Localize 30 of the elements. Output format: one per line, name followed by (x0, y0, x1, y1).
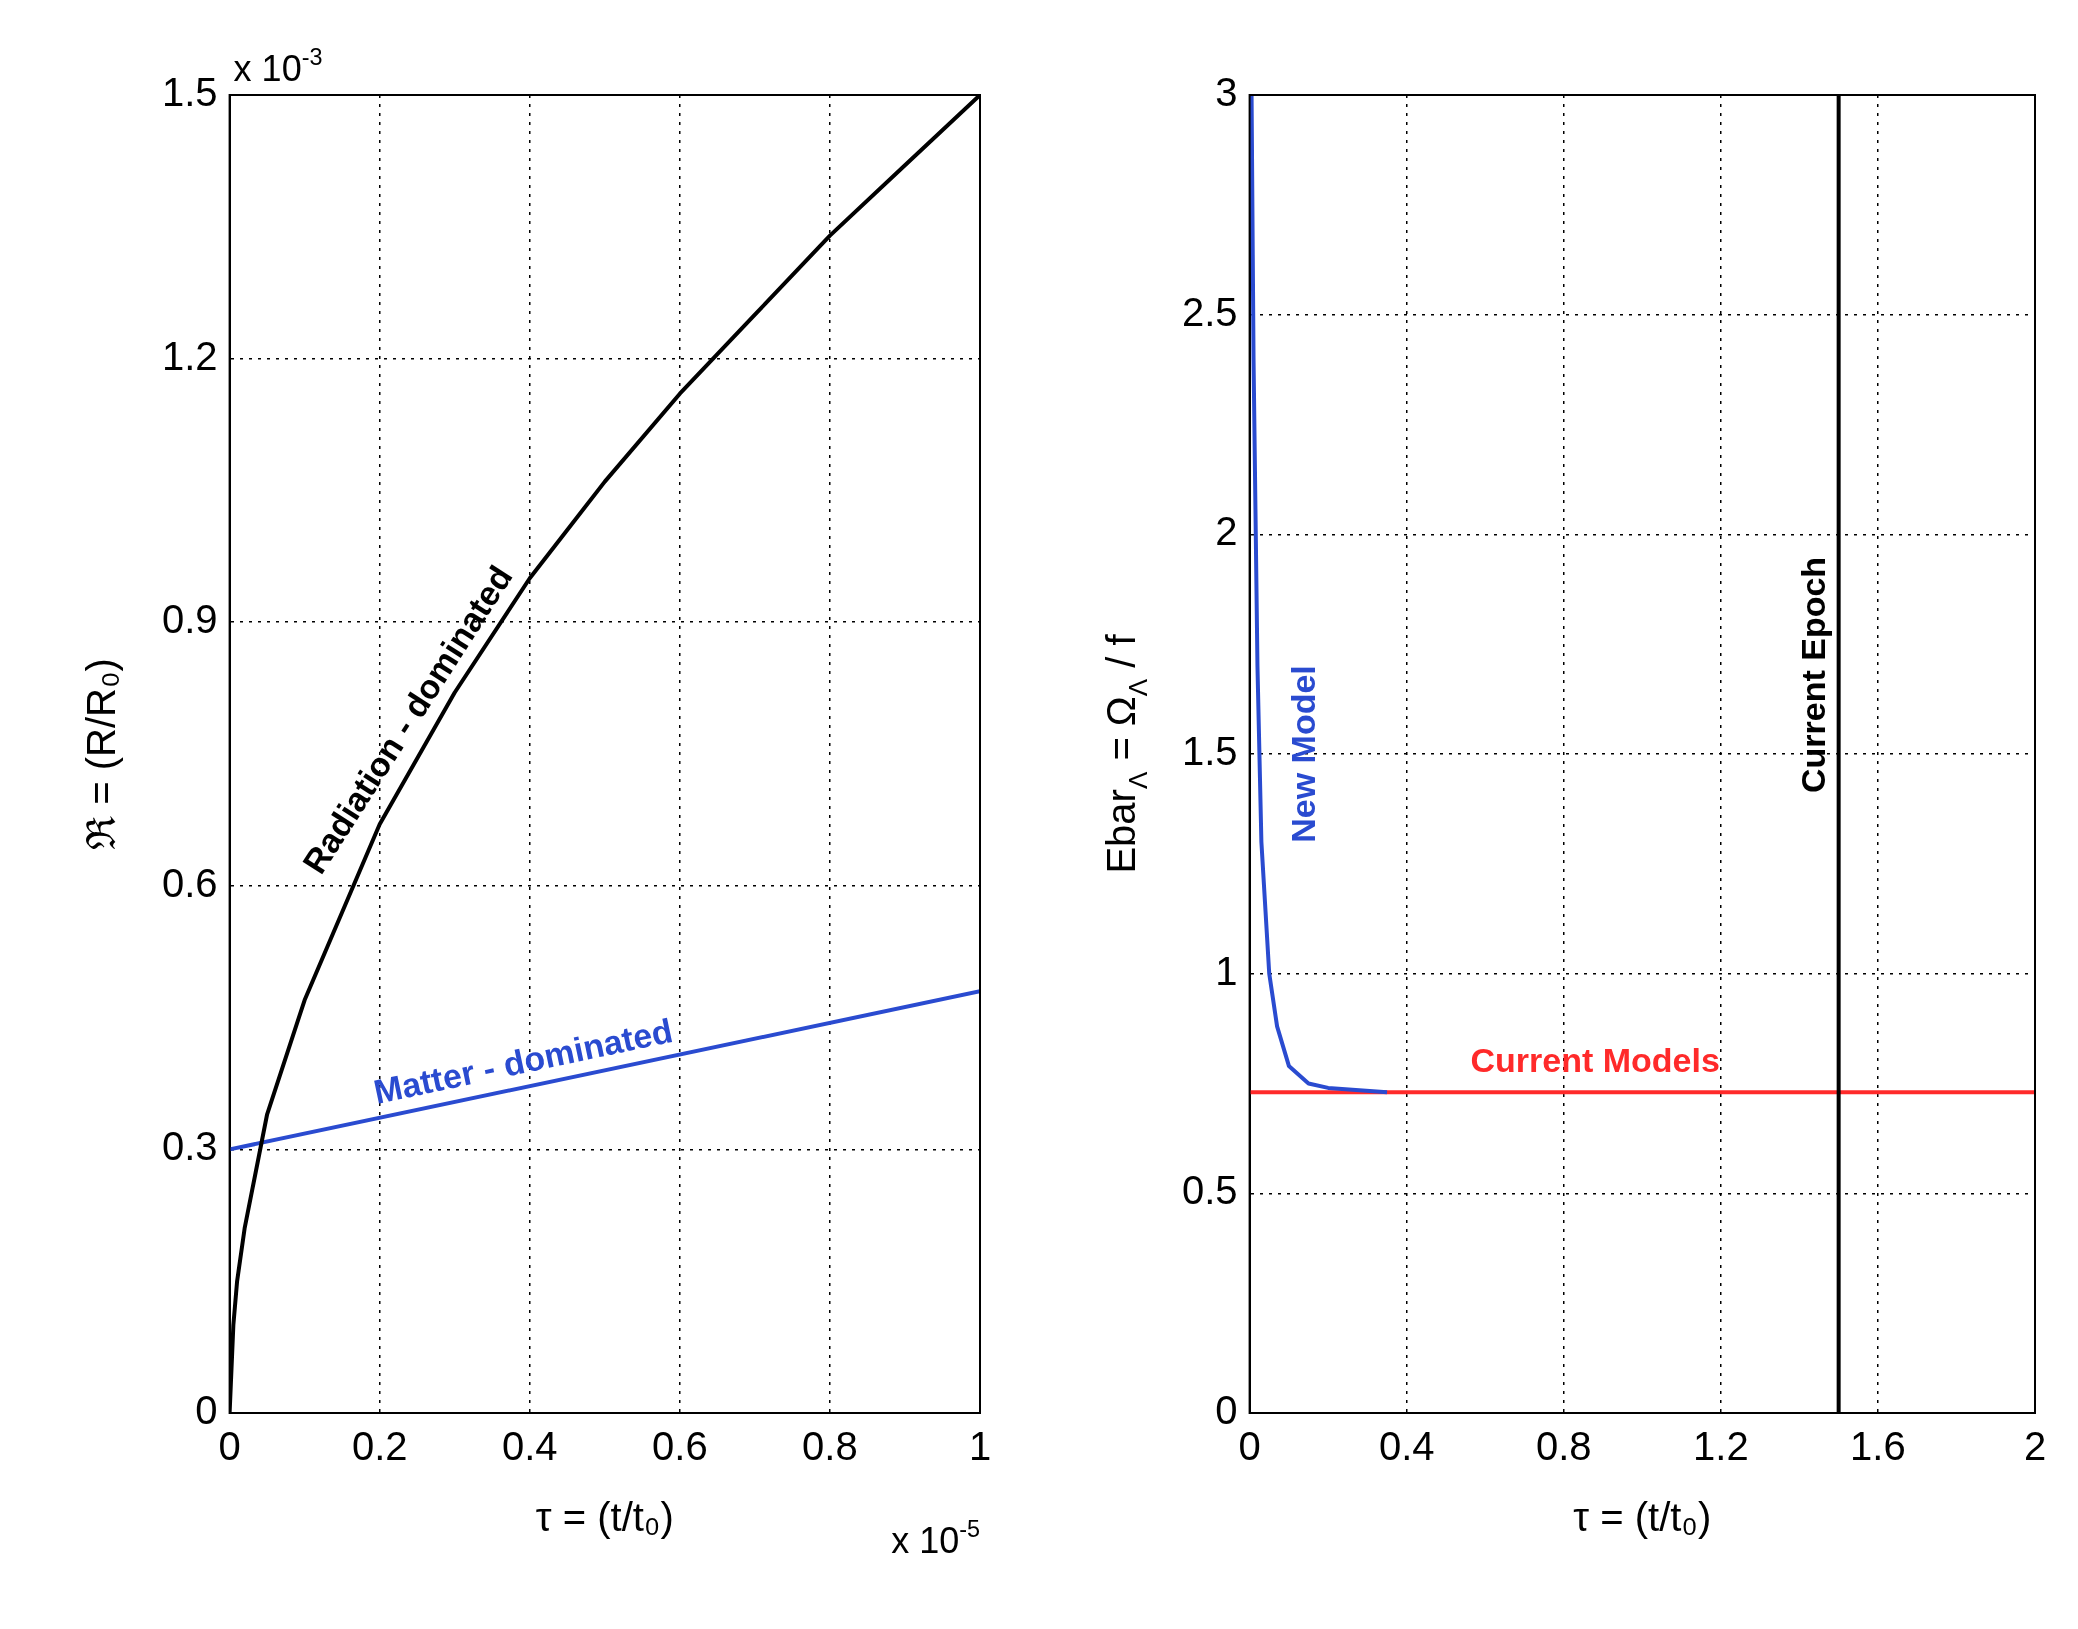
y-axis-title: EbarΛ = ΩΛ / f (1098, 633, 1153, 874)
y-tick-label: 1 (1215, 948, 1238, 993)
x-tick-label: 0.6 (652, 1424, 708, 1469)
y-tick-label: 0.6 (162, 860, 218, 905)
x-axis-title: τ = (t/t₀) (1573, 1495, 1712, 1539)
y-tick-label: 2.5 (1182, 289, 1238, 334)
y-tick-label: 0.9 (162, 597, 218, 642)
x-tick-label: 0.4 (501, 1424, 558, 1469)
y-tick-label: 0.5 (1182, 1168, 1238, 1213)
ref-line-label: Current Epoch (1793, 556, 1832, 793)
y-tick-label: 0 (195, 1388, 218, 1433)
x-tick-label: 2 (2023, 1424, 2047, 1469)
y-tick-label: 1.5 (1182, 729, 1238, 774)
x-tick-label: 0.8 (802, 1424, 858, 1469)
x-tick-label: 1 (968, 1424, 992, 1469)
x-tick-label: 0.4 (1378, 1424, 1435, 1469)
x-tick-label: 0.2 (351, 1424, 408, 1469)
y-axis-title: ℜ = (R/R₀) (78, 658, 123, 850)
x-tick-label: 1.2 (1693, 1424, 1749, 1469)
y-tick-label: 0 (1215, 1388, 1238, 1433)
series-label: Current Models (1470, 1041, 1720, 1080)
y-tick-label: 1.2 (162, 333, 218, 378)
y-tick-label: 1.5 (162, 70, 218, 115)
x-tick-label: 0.8 (1535, 1424, 1592, 1469)
y-tick-label: 2 (1215, 509, 1238, 554)
y-tick-label: 3 (1215, 70, 1238, 115)
x-tick-label: 1.6 (1850, 1424, 1906, 1469)
text: New Model (1283, 665, 1322, 843)
y-tick-label: 0.3 (162, 1124, 218, 1169)
x-axis-title: τ = (t/t₀) (535, 1495, 674, 1539)
